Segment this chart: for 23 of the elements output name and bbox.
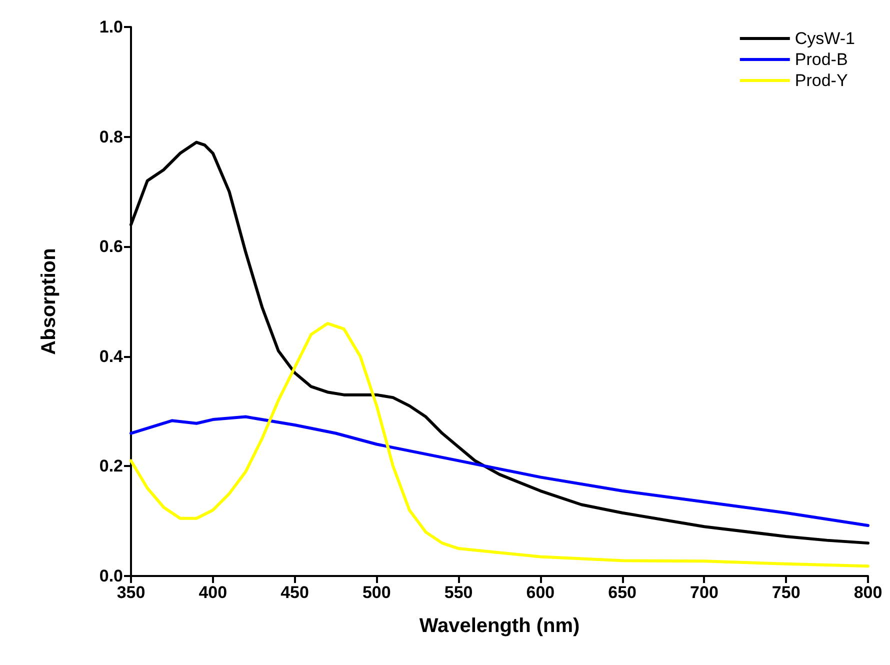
x-axis-title: Wavelength (nm) <box>419 615 580 637</box>
line-series <box>130 415 870 527</box>
x-tick-label: 750 <box>772 583 800 602</box>
x-tick-label: 550 <box>444 583 473 602</box>
y-tick-label: 0.4 <box>99 346 124 366</box>
y-tick-label: 0.0 <box>99 566 123 586</box>
x-tick-label: 350 <box>116 583 146 602</box>
x-tick-label: 450 <box>280 583 309 602</box>
legend-label: Prod-Y <box>794 71 848 90</box>
x-tick-label: 650 <box>608 583 637 602</box>
x-tick-label: 400 <box>198 583 228 602</box>
y-tick-label: 1.0 <box>99 18 123 36</box>
y-tick-label: 0.6 <box>99 237 123 256</box>
x-tick-label: 800 <box>854 583 882 602</box>
legend-label: Prod-B <box>794 50 848 69</box>
x-tick-label: 600 <box>526 583 555 602</box>
x-tick-label: 700 <box>690 583 718 602</box>
y-tick-label: 0.2 <box>99 456 123 476</box>
x-tick-label: 500 <box>362 583 391 602</box>
y-tick-label: 0.8 <box>99 127 123 146</box>
line-series <box>130 322 870 568</box>
y-axis-title: Absorption <box>38 248 60 355</box>
legend-label: CysW-1 <box>794 29 856 48</box>
